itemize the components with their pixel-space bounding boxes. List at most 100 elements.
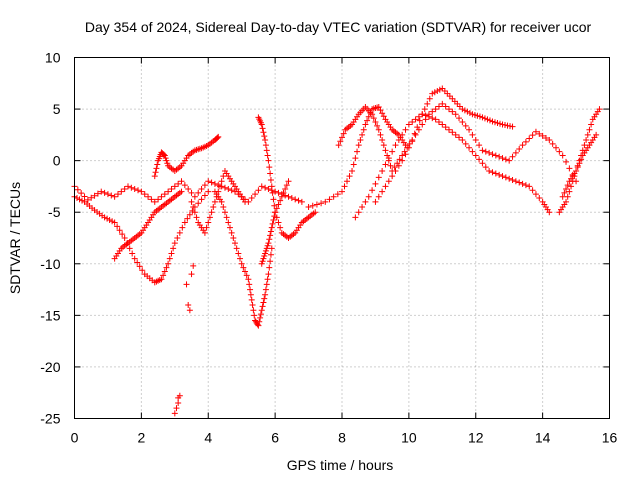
data-point-track-2 <box>151 173 158 180</box>
data-point-track-1 <box>104 215 111 222</box>
data-points <box>71 85 603 417</box>
data-point-track-7 <box>446 126 452 133</box>
data-point-track-3 <box>261 295 268 302</box>
data-point-track-3 <box>258 307 265 314</box>
data-point-track-12 <box>261 253 268 260</box>
data-point-track-3 <box>267 258 274 265</box>
data-point-track-6 <box>374 122 381 129</box>
data-point-track-1 <box>168 250 175 257</box>
x-tick-labels: 0 2 4 6 8 10 12 14 16 <box>71 57 617 446</box>
data-point-track-11 <box>206 214 213 221</box>
data-point-track-8 <box>469 131 476 138</box>
data-point-track-5 <box>322 198 329 205</box>
data-point-track-8 <box>409 138 416 145</box>
data-point-track-9 <box>114 191 121 198</box>
data-point-outliers <box>186 307 193 314</box>
data-point-track-12 <box>278 193 285 200</box>
data-point-track-3 <box>243 272 250 279</box>
data-point-track-7 <box>462 140 469 147</box>
data-point-track-4 <box>271 202 278 209</box>
data-point-track-9 <box>111 193 118 200</box>
data-point-track-6 <box>461 107 468 114</box>
data-point-track-6 <box>494 119 501 126</box>
data-point-track-5 <box>318 200 325 207</box>
data-point-track-10 <box>178 188 185 195</box>
data-point-track-4 <box>258 121 265 128</box>
data-point-track-12 <box>271 213 278 220</box>
data-point-track-8 <box>379 188 386 195</box>
data-point-track-7 <box>466 144 473 151</box>
data-point-track-7 <box>526 183 533 190</box>
data-point-track-8 <box>439 100 446 107</box>
data-point-track-11 <box>218 178 225 185</box>
data-point-track-7 <box>359 204 366 211</box>
data-point-track-9 <box>155 196 162 203</box>
data-point-track-3 <box>237 255 244 262</box>
data-point-track-6 <box>429 90 436 97</box>
data-point-track-6 <box>471 112 478 119</box>
data-point-track-6 <box>489 118 496 125</box>
data-point-track-8 <box>529 132 536 139</box>
data-point-track-7 <box>372 180 379 187</box>
data-point-track-5 <box>365 113 372 120</box>
data-point-track-8 <box>509 153 516 160</box>
data-point-track-9 <box>151 198 158 205</box>
y-tick-label: 5 <box>53 101 61 117</box>
data-point-track-3 <box>240 264 247 271</box>
data-point-track-12 <box>260 255 267 262</box>
data-point-track-5 <box>377 107 384 114</box>
data-point-track-9 <box>191 193 198 200</box>
data-point-track-9 <box>145 193 152 200</box>
data-point-track-1 <box>163 264 170 271</box>
data-point-track-1 <box>161 268 168 275</box>
y-tick-labels: -25 -20 -15 -10 -5 0 5 10 <box>40 50 610 427</box>
data-point-track-8 <box>456 115 463 122</box>
data-point-track-12 <box>282 186 289 193</box>
data-point-track-3 <box>226 224 233 231</box>
data-point-track-6 <box>451 98 458 105</box>
data-point-track-4 <box>273 214 280 221</box>
data-point-outliers <box>173 405 180 412</box>
data-point-track-7 <box>506 175 513 182</box>
data-point-track-9 <box>221 184 228 191</box>
data-point-track-8 <box>486 149 493 156</box>
data-point-track-5 <box>346 173 353 180</box>
data-point-track-6 <box>387 162 394 169</box>
data-point-track-9 <box>265 186 272 193</box>
data-point-track-6 <box>449 95 456 102</box>
data-point-track-7 <box>395 137 402 144</box>
data-point-outliers <box>176 392 183 399</box>
data-point-track-7 <box>352 214 359 221</box>
data-point-track-11 <box>242 198 249 205</box>
data-point-track-14 <box>593 131 600 138</box>
x-tick-label: 12 <box>468 430 484 446</box>
data-point-track-6 <box>454 100 461 107</box>
data-point-track-4 <box>267 170 274 177</box>
data-point-track-4 <box>270 196 277 203</box>
data-point-track-3 <box>251 312 258 319</box>
data-point-track-8 <box>459 118 466 125</box>
data-point-track-11 <box>203 224 210 231</box>
data-point-track-5 <box>354 148 361 155</box>
data-point-track-7 <box>362 198 369 205</box>
data-point-track-9 <box>198 186 205 193</box>
data-point-track-9 <box>91 192 98 199</box>
data-point-track-9 <box>268 187 275 194</box>
data-point-track-7 <box>399 131 406 138</box>
data-point-track-6 <box>379 137 386 144</box>
data-point-track-9 <box>125 183 131 190</box>
data-point-track-9 <box>94 190 101 197</box>
data-point-track-6 <box>499 121 506 128</box>
data-point-track-2 <box>164 160 171 167</box>
data-point-track-4 <box>265 157 272 164</box>
data-point-track-4 <box>266 164 273 171</box>
data-point-track-7 <box>409 118 416 125</box>
data-point-track-8 <box>506 157 513 164</box>
data-point-track-3 <box>255 322 262 329</box>
data-point-track-1 <box>106 216 113 223</box>
data-point-track-8 <box>566 165 573 172</box>
data-point-track-4 <box>263 147 270 154</box>
data-point-track-12 <box>267 228 274 235</box>
data-point-track-4 <box>264 152 271 159</box>
data-point-track-6 <box>399 152 406 159</box>
